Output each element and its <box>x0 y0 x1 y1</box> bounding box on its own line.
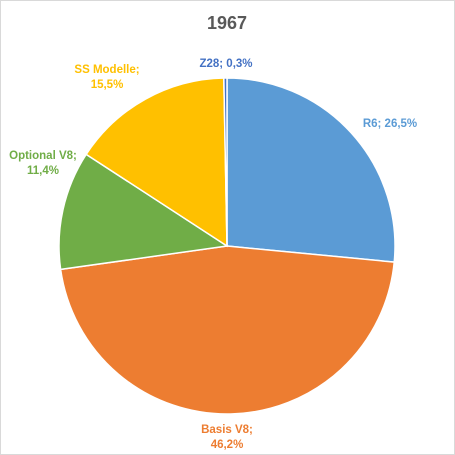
pie-slice-optional-v8 <box>58 153 230 271</box>
pie-slice-z28 <box>223 77 228 247</box>
data-label-r6: R6; 26,5% <box>363 118 417 130</box>
pie-slice-r6 <box>226 77 396 263</box>
data-label-z28: Z28; 0,3% <box>199 58 252 70</box>
pie-slice-ss-modelle <box>85 77 228 248</box>
pie-slice-basis-v8 <box>59 245 396 415</box>
data-label-basis-v8: Basis V8; 46,2% <box>201 424 253 451</box>
data-label-optional-v8: Optional V8; 11,4% <box>9 150 77 177</box>
chart-title: 1967 <box>207 13 247 33</box>
pie-slices <box>58 77 396 415</box>
data-labels: R6; 26,5% Basis V8; 46,2% Optional V8; 11,4%… <box>9 58 417 451</box>
data-label-ss-modelle: SS Modelle; 15,5% <box>74 64 139 91</box>
